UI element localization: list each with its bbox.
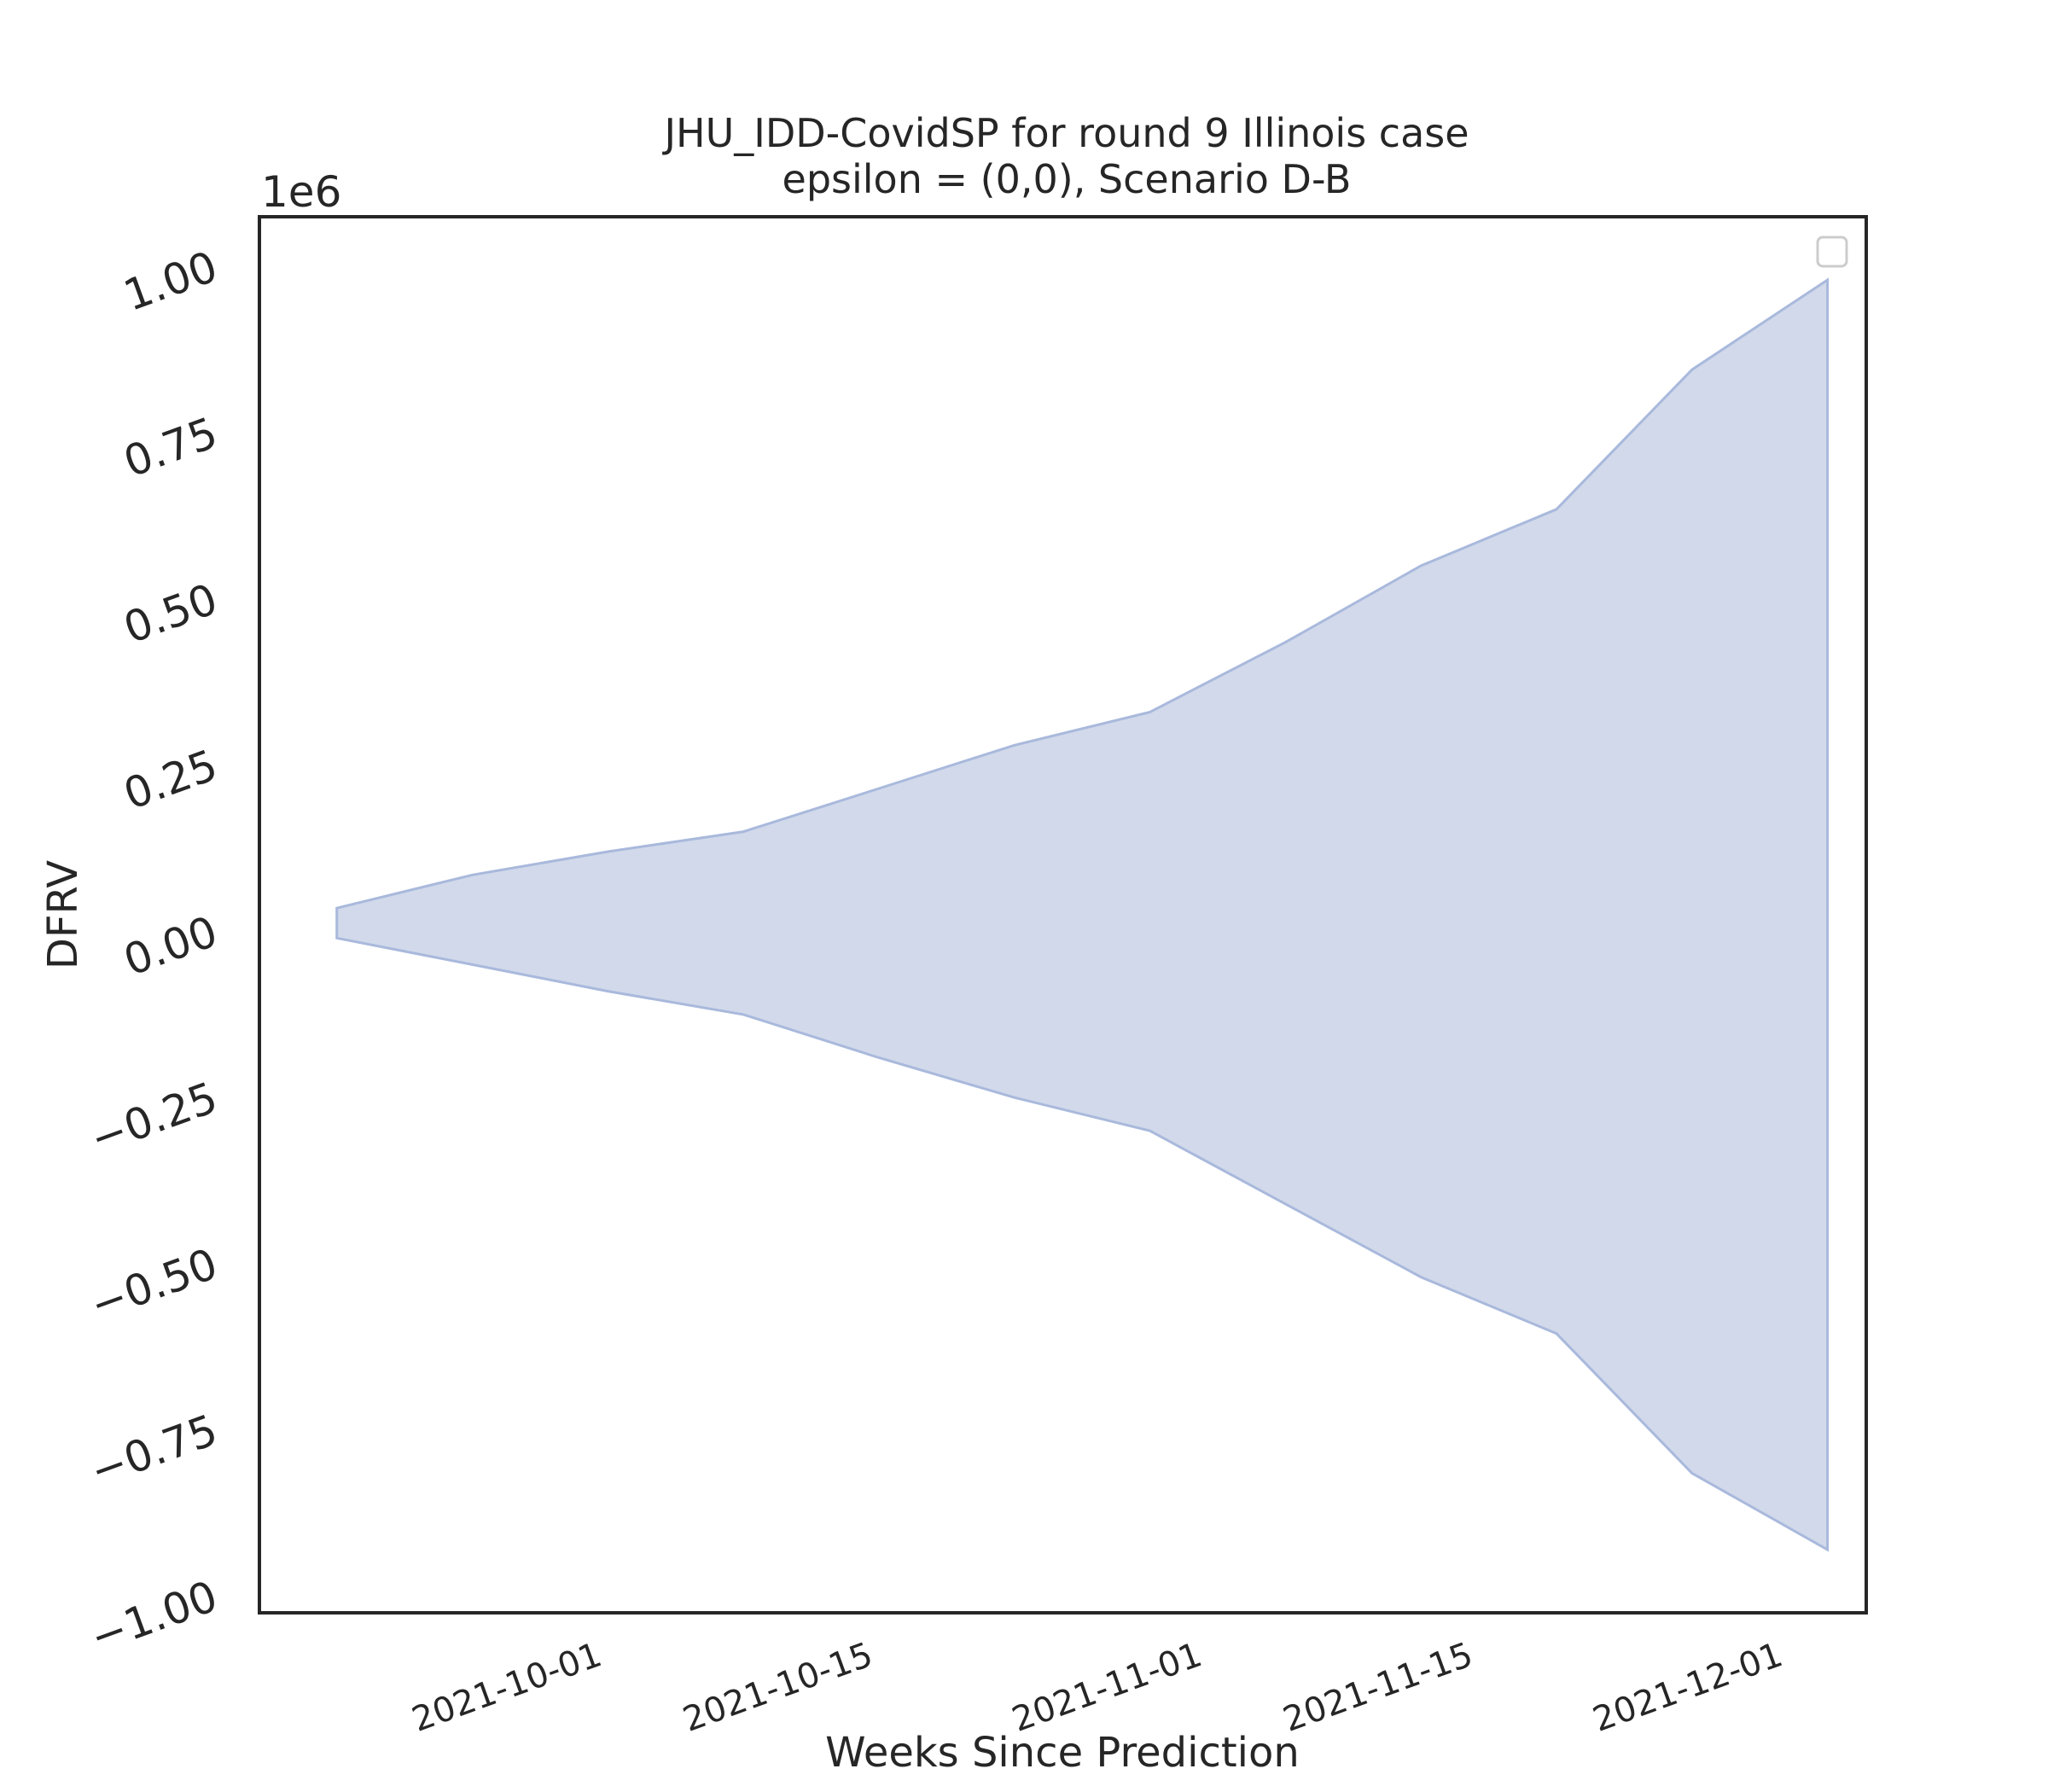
chart-title-line-2: epsilon = (0,0), Scenario D-B — [783, 156, 1352, 202]
axes-frame — [258, 215, 1868, 1615]
chart-title-line-1: JHU_IDD-CovidSP for round 9 Illinois cas… — [661, 110, 1469, 156]
y-tick-label: −0.25 — [84, 1073, 224, 1164]
legend-box — [1816, 236, 1848, 268]
y-tick-label: 0.00 — [118, 906, 224, 986]
x-tick-label: 2021-11-01 — [1007, 1635, 1207, 1740]
x-tick-label: 2021-10-15 — [678, 1635, 878, 1740]
y-tick-labels: −1.00 −0.75 −0.50 −0.25 0.00 0.25 0.50 0.75 1.00 — [84, 241, 224, 1662]
uncertainty-band — [335, 277, 1830, 1552]
x-tick-label: 2021-12-01 — [1588, 1635, 1788, 1740]
x-axis-label: Weeks Since Prediction — [825, 1729, 1300, 1777]
y-tick-label: 0.75 — [118, 408, 224, 487]
y-tick-label: 0.25 — [118, 741, 224, 820]
y-tick-label: 0.50 — [118, 574, 224, 654]
y-axis-label: DFRV — [39, 860, 87, 969]
x-tick-label: 2021-10-01 — [407, 1635, 607, 1740]
x-tick-labels: 2021-10-01 2021-10-15 2021-11-01 2021-11-15… — [407, 1635, 1788, 1740]
y-offset-label: 1e6 — [261, 167, 341, 217]
y-tick-label: −1.00 — [84, 1571, 224, 1662]
x-tick-label: 2021-11-15 — [1278, 1635, 1478, 1740]
plot-area — [335, 277, 1830, 1552]
y-tick-label: 1.00 — [118, 241, 224, 321]
y-tick-label: −0.50 — [84, 1239, 224, 1330]
y-tick-label: −0.75 — [84, 1405, 224, 1497]
